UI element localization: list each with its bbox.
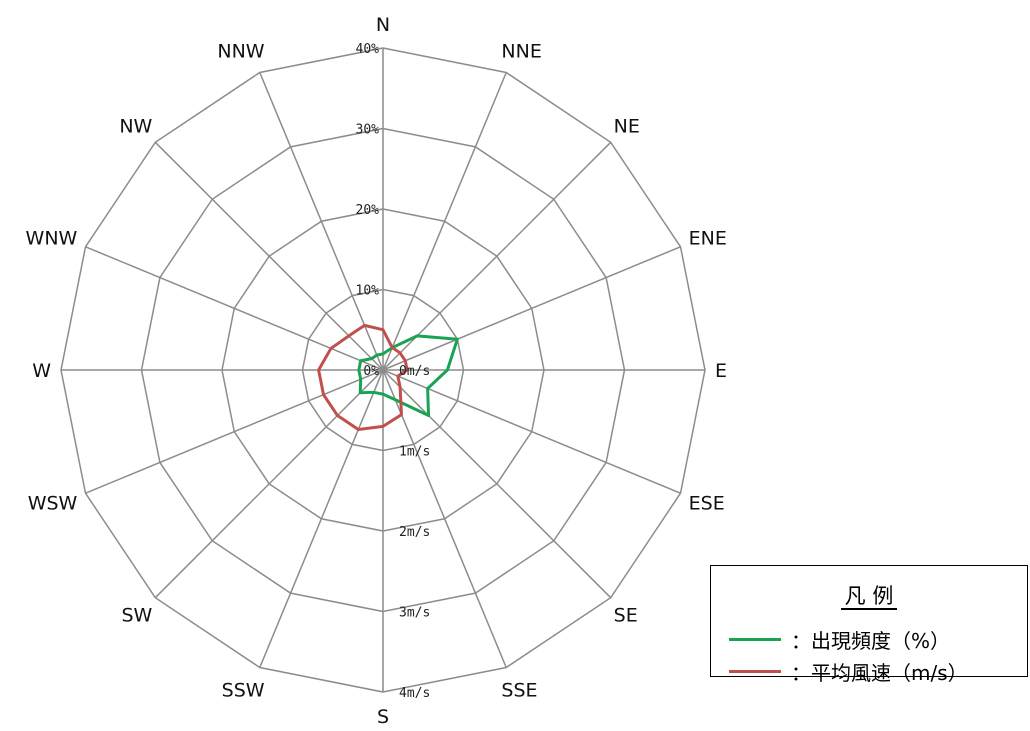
grid-spoke-wsw: [85, 369, 384, 494]
direction-label-ene: ENE: [689, 228, 727, 250]
frequency-tick-label: 0%: [363, 364, 379, 379]
direction-label-nne: NNE: [501, 40, 541, 62]
legend: 凡 例 ：出現頻度（%） ：平均風速（m/s）: [710, 565, 1028, 685]
direction-label-nw: NW: [119, 115, 152, 137]
grid-spoke-ne: [382, 141, 612, 371]
grid-spoke-nw: [154, 141, 384, 371]
legend-swatch-speed: [729, 669, 781, 673]
direction-label-e: E: [715, 360, 727, 382]
direction-label-ssw: SSW: [222, 680, 265, 702]
grid-spoke-ese: [382, 369, 681, 494]
direction-label-sse: SSE: [501, 680, 537, 702]
direction-label-wsw: WSW: [28, 492, 78, 514]
grid-spoke-sse: [382, 369, 507, 668]
direction-label-sw: SW: [121, 605, 152, 627]
grid-spoke-wnw: [85, 246, 384, 371]
speed-tick-label: 2m/s: [399, 525, 430, 540]
direction-label-n: N: [376, 14, 390, 36]
series-speed-line: [317, 323, 409, 431]
legend-label-speed: ：平均風速（m/s）: [791, 660, 968, 685]
direction-label-ese: ESE: [689, 492, 725, 514]
legend-swatch-frequency: [729, 637, 781, 641]
speed-tick-label: 1m/s: [399, 445, 430, 460]
grid-spoke-ssw: [259, 369, 384, 668]
direction-label-ne: NE: [614, 115, 640, 137]
grid-spoke-ene: [382, 246, 681, 371]
frequency-tick-label: 10%: [356, 284, 380, 299]
direction-label-w: W: [32, 360, 51, 382]
direction-label-nnw: NNW: [217, 40, 264, 62]
legend-item-frequency: ：出現頻度（%）: [729, 626, 951, 653]
frequency-tick-label: 20%: [356, 203, 380, 218]
legend-item-speed: ：平均風速（m/s）: [729, 658, 968, 685]
speed-tick-label: 4m/s: [399, 686, 430, 701]
speed-tick-label: 0m/s: [399, 364, 430, 379]
frequency-tick-label: 30%: [356, 123, 380, 138]
grid-spoke-sw: [154, 369, 384, 599]
direction-label-se: SE: [614, 605, 638, 627]
grid-spoke-se: [382, 369, 612, 599]
direction-label-wnw: WNW: [26, 228, 78, 250]
direction-label-s: S: [377, 706, 389, 728]
legend-title: 凡 例: [711, 580, 1027, 610]
frequency-tick-label: 40%: [356, 42, 380, 57]
series-frequency-line: [357, 334, 459, 418]
grid-spoke-nne: [382, 72, 507, 371]
grid-spoke-nnw: [259, 72, 384, 371]
speed-tick-label: 3m/s: [399, 606, 430, 621]
legend-label-frequency: ：出現頻度（%）: [791, 628, 951, 653]
